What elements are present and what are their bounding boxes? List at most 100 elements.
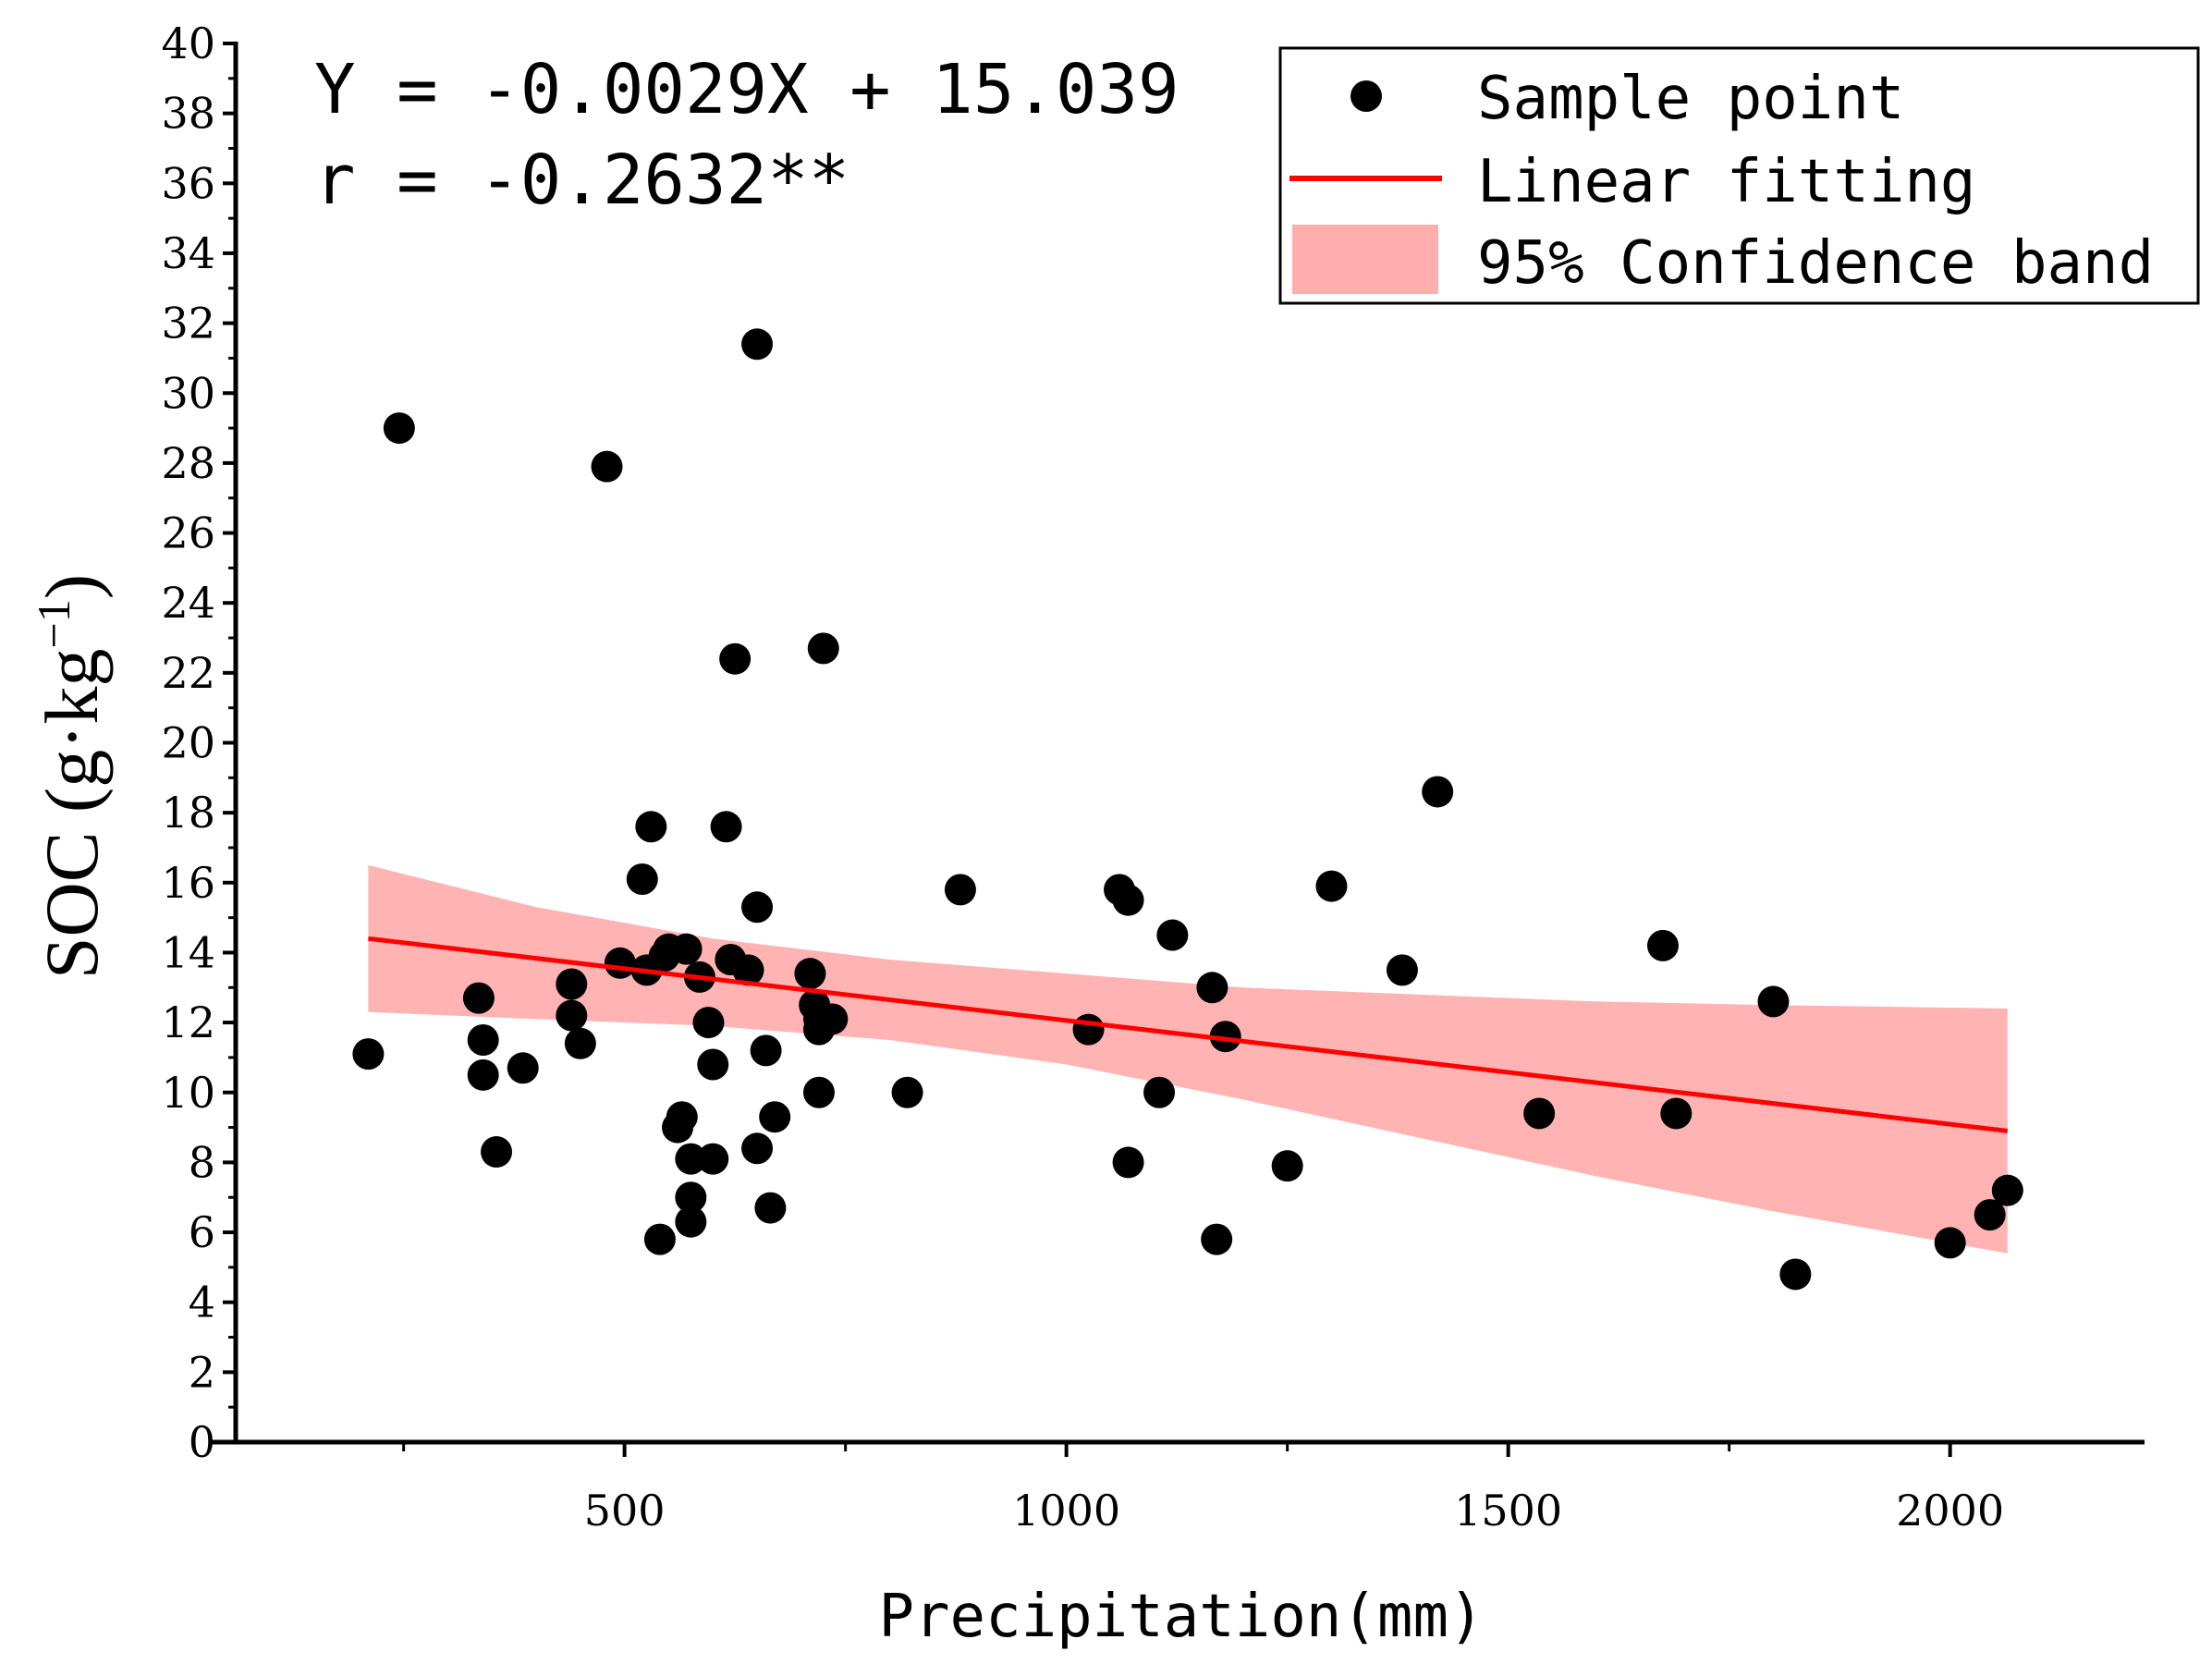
y-tick-label: 30 bbox=[161, 368, 215, 418]
sample-point bbox=[807, 632, 839, 665]
sample-point bbox=[675, 1205, 707, 1238]
sample-point bbox=[741, 328, 774, 361]
x-tick-label: 500 bbox=[584, 1486, 666, 1536]
y-axis-label-sup: −1 bbox=[28, 599, 79, 648]
y-tick-label: 14 bbox=[161, 927, 215, 977]
sample-point bbox=[1315, 870, 1348, 902]
y-tick-label: 8 bbox=[189, 1137, 215, 1187]
y-tick-label: 4 bbox=[189, 1278, 215, 1328]
sample-point bbox=[564, 1027, 596, 1059]
sample-point bbox=[1660, 1097, 1693, 1130]
sample-point bbox=[1974, 1199, 2006, 1231]
sample-point bbox=[666, 1101, 698, 1133]
y-tick-label: 36 bbox=[161, 158, 215, 208]
sample-point bbox=[626, 863, 658, 896]
sample-point bbox=[462, 982, 495, 1014]
legend-point-marker bbox=[1350, 80, 1382, 112]
sample-point bbox=[670, 933, 703, 965]
y-axis-label-main: SOC (g·kg bbox=[30, 648, 114, 979]
sample-point bbox=[643, 1223, 676, 1255]
confidence-band bbox=[368, 864, 2008, 1254]
sample-point bbox=[1196, 972, 1228, 1004]
y-axis-label-close: ) bbox=[30, 574, 114, 599]
sample-point bbox=[635, 811, 667, 843]
sample-point bbox=[675, 1181, 707, 1214]
y-axis-label: SOC (g·kg−1) bbox=[28, 574, 114, 979]
y-tick-label: 12 bbox=[161, 997, 215, 1047]
sample-point bbox=[816, 1003, 849, 1035]
y-tick-label: 0 bbox=[189, 1417, 215, 1467]
linear-fit-line bbox=[368, 936, 2009, 1133]
x-tick-label: 1500 bbox=[1454, 1486, 1562, 1536]
sample-point bbox=[556, 968, 588, 1000]
y-tick-label: 16 bbox=[161, 858, 215, 908]
sample-point bbox=[1201, 1223, 1233, 1255]
sample-point bbox=[1991, 1174, 2023, 1206]
sample-point bbox=[1271, 1150, 1303, 1182]
x-ticks: 500 1000 1500 2000 bbox=[402, 1442, 2004, 1536]
legend-label-linear-fitting: Linear fitting bbox=[1477, 148, 1975, 216]
sample-point bbox=[352, 1038, 385, 1071]
sample-point bbox=[467, 1058, 499, 1091]
legend-band-marker bbox=[1292, 225, 1438, 294]
sample-point bbox=[1523, 1097, 1556, 1130]
sample-point bbox=[675, 1143, 707, 1175]
y-tick-label: 20 bbox=[161, 718, 215, 768]
sample-point bbox=[741, 891, 774, 924]
sample-point bbox=[1779, 1258, 1812, 1291]
sample-point bbox=[732, 954, 764, 986]
x-tick-label: 2000 bbox=[1896, 1486, 2004, 1536]
y-tick-label: 32 bbox=[161, 299, 215, 349]
sample-points bbox=[352, 328, 2023, 1291]
y-tick-label: 34 bbox=[161, 228, 215, 278]
regression-equation: Y = -0.0029X + 15.039 bbox=[314, 50, 1179, 129]
sample-point bbox=[697, 1048, 729, 1081]
sample-point bbox=[556, 999, 588, 1032]
sample-point bbox=[383, 412, 415, 445]
sample-point bbox=[944, 874, 976, 906]
sample-point bbox=[1156, 919, 1189, 951]
y-tick-label: 24 bbox=[161, 578, 215, 628]
legend-label-sample-point: Sample point bbox=[1477, 65, 1904, 133]
y-tick-label: 18 bbox=[161, 788, 215, 838]
sample-point bbox=[604, 947, 636, 979]
y-tick-label: 2 bbox=[189, 1347, 215, 1397]
sample-point bbox=[750, 1034, 782, 1067]
correlation-coefficient: r = -0.2632** bbox=[314, 141, 849, 220]
y-tick-label: 10 bbox=[161, 1068, 215, 1118]
sample-point bbox=[692, 1007, 725, 1039]
sample-point bbox=[1646, 929, 1679, 961]
y-tick-label: 26 bbox=[161, 508, 215, 558]
y-tick-label: 38 bbox=[161, 89, 215, 139]
sample-point bbox=[794, 958, 826, 990]
y-tick-label: 28 bbox=[161, 438, 215, 488]
sample-point bbox=[1112, 884, 1144, 916]
sample-point bbox=[1386, 954, 1418, 986]
sample-point bbox=[1209, 1021, 1241, 1053]
sample-point bbox=[759, 1101, 791, 1133]
x-axis-label: Precipitation(mm) bbox=[878, 1583, 1484, 1651]
sample-point bbox=[481, 1136, 513, 1168]
sample-point bbox=[710, 811, 742, 843]
y-tick-label: 22 bbox=[161, 648, 215, 698]
sample-point bbox=[1112, 1146, 1144, 1179]
sample-point bbox=[754, 1192, 787, 1224]
sample-point bbox=[1143, 1076, 1176, 1108]
sample-point bbox=[1422, 776, 1454, 808]
sample-point bbox=[591, 450, 623, 483]
sample-point bbox=[891, 1076, 923, 1108]
legend: Sample point Linear fitting 95% Confiden… bbox=[1278, 46, 2200, 305]
sample-point bbox=[1072, 1013, 1105, 1046]
sample-point bbox=[1757, 985, 1790, 1018]
legend-label-confidence-band: 95% Confidence band bbox=[1477, 229, 2154, 298]
sample-point bbox=[719, 642, 752, 675]
sample-point bbox=[697, 1143, 729, 1175]
x-tick-label: 1000 bbox=[1012, 1486, 1120, 1536]
sample-point bbox=[741, 1132, 774, 1165]
y-tick-label: 40 bbox=[161, 18, 215, 68]
sample-point bbox=[467, 1024, 499, 1057]
sample-point bbox=[1934, 1227, 1966, 1259]
sample-point bbox=[802, 1076, 835, 1108]
